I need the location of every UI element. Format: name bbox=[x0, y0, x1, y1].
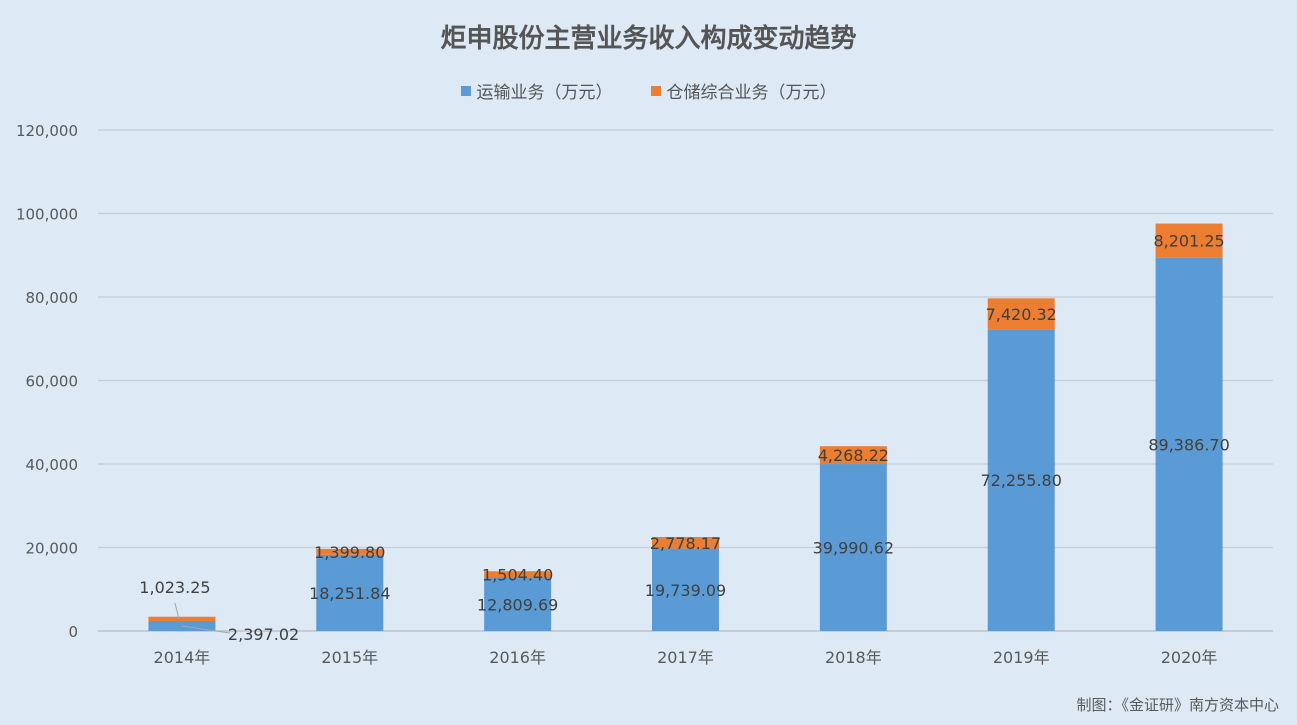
y-tick-label: 80,000 bbox=[26, 289, 79, 307]
legend-swatch-transport bbox=[460, 85, 471, 96]
data-label-transport: 18,251.84 bbox=[309, 584, 390, 603]
data-label-warehouse: 4,268.22 bbox=[818, 446, 889, 465]
bar-transport bbox=[652, 548, 719, 631]
bar-warehouse bbox=[987, 298, 1055, 330]
y-tick-label: 120,000 bbox=[16, 122, 78, 140]
leader-line bbox=[174, 602, 180, 619]
legend: 运输业务（万元） 仓储综合业务（万元） bbox=[0, 78, 1297, 103]
bar-transport bbox=[484, 577, 552, 631]
x-tick-label: 2017年 bbox=[657, 648, 714, 667]
y-tick-label: 20,000 bbox=[26, 540, 79, 558]
data-label-transport: 12,809.69 bbox=[477, 595, 558, 614]
bar-transport bbox=[316, 554, 384, 631]
bar-warehouse bbox=[652, 536, 719, 549]
chart-title: 炬申股份主营业务收入构成变动趋势 bbox=[440, 24, 857, 54]
data-label-warehouse: 1,399.80 bbox=[314, 543, 385, 562]
bar-transport bbox=[987, 329, 1055, 631]
data-label-transport: 72,255.80 bbox=[980, 471, 1061, 490]
bar-warehouse bbox=[484, 571, 552, 578]
data-label-warehouse: 7,420.32 bbox=[986, 305, 1057, 324]
data-label-warehouse: 1,504.40 bbox=[482, 565, 553, 584]
legend-item-transport: 运输业务（万元） bbox=[460, 78, 613, 103]
data-label-transport: 2,397.02 bbox=[228, 625, 299, 644]
data-label-transport: 39,990.62 bbox=[813, 539, 894, 558]
x-tick-label: 2019年 bbox=[993, 648, 1050, 667]
bar-transport bbox=[1155, 257, 1223, 631]
legend-swatch-warehouse bbox=[650, 85, 661, 96]
bar-warehouse bbox=[819, 446, 887, 465]
bar-warehouse bbox=[1155, 223, 1223, 258]
y-tick-label: 100,000 bbox=[16, 206, 78, 224]
x-tick-label: 2016年 bbox=[489, 648, 546, 667]
data-label-warehouse: 1,023.25 bbox=[139, 578, 210, 597]
chart-credit: 制图：《金证研》南方资本中心 bbox=[1076, 696, 1279, 714]
legend-item-warehouse: 仓储综合业务（万元） bbox=[650, 78, 837, 103]
x-tick-label: 2018年 bbox=[825, 648, 882, 667]
y-tick-label: 60,000 bbox=[26, 373, 79, 391]
data-label-warehouse: 2,778.17 bbox=[650, 534, 721, 553]
leader-line bbox=[181, 625, 231, 634]
y-tick-label: 0 bbox=[68, 623, 78, 641]
y-tick-label: 40,000 bbox=[26, 456, 79, 474]
data-label-transport: 19,739.09 bbox=[645, 581, 726, 600]
x-tick-label: 2015年 bbox=[321, 648, 378, 667]
x-tick-label: 2020年 bbox=[1161, 648, 1218, 667]
bar-warehouse bbox=[148, 616, 216, 621]
data-label-warehouse: 8,201.25 bbox=[1153, 232, 1224, 251]
legend-label-warehouse: 仓储综合业务（万元） bbox=[666, 83, 837, 103]
bar-transport bbox=[819, 464, 887, 631]
legend-label-transport: 运输业务（万元） bbox=[476, 83, 613, 103]
x-tick-label: 2014年 bbox=[154, 648, 211, 667]
bar-warehouse bbox=[316, 548, 384, 555]
data-label-transport: 89,386.70 bbox=[1148, 435, 1229, 454]
